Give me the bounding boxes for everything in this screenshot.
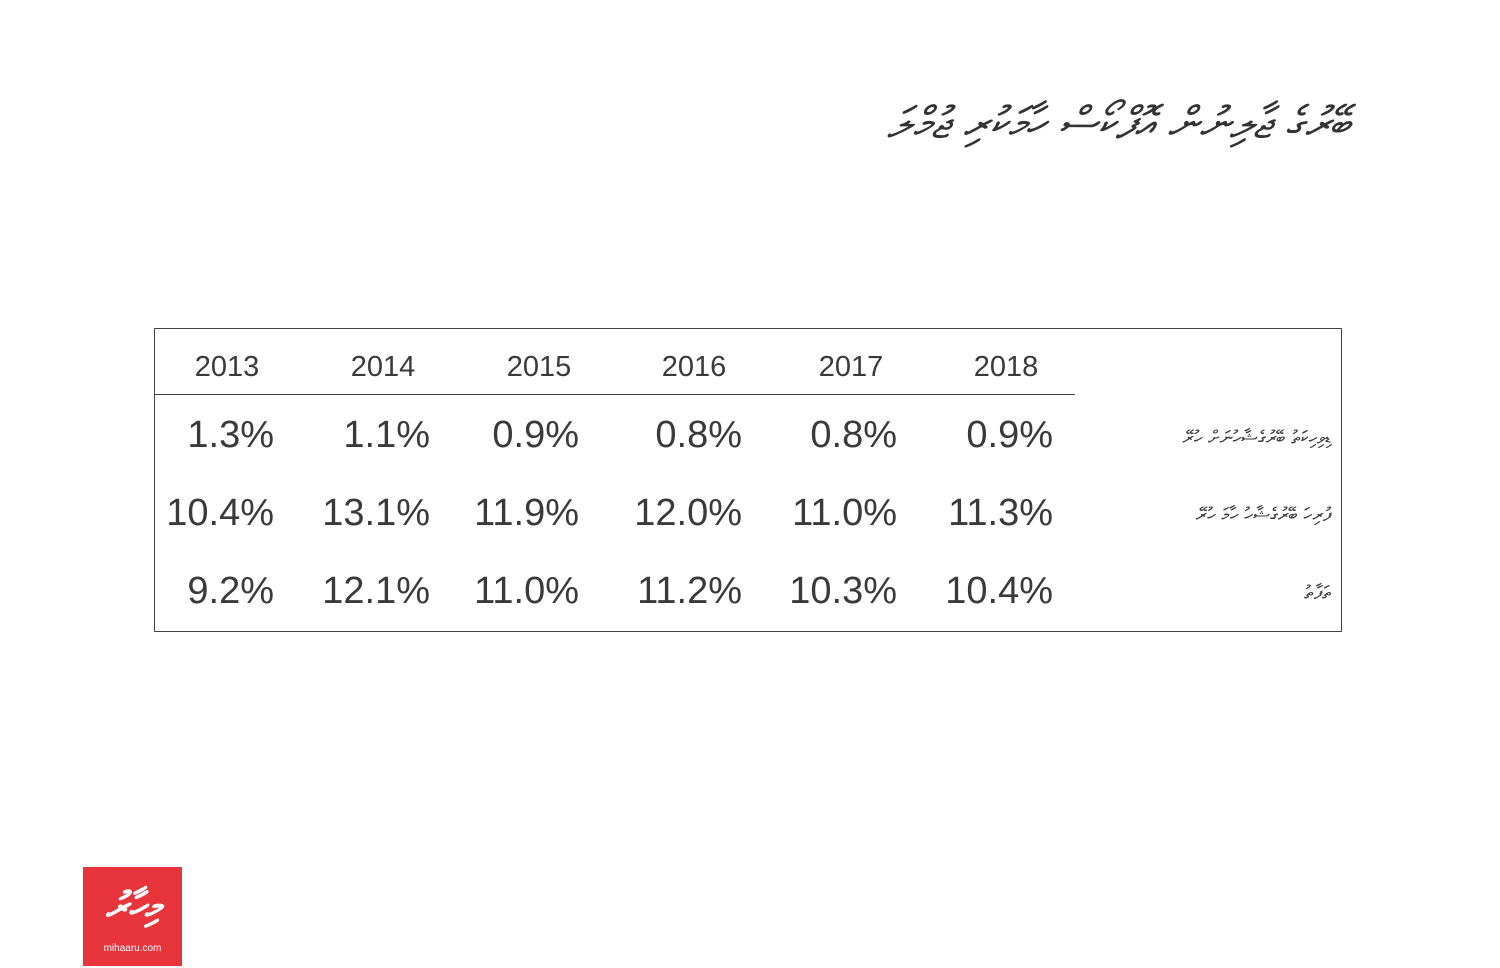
row-label: ތަފާތު	[1304, 582, 1331, 604]
row-label: ފުރިހަ ބޭރުގެޝާހު ހާމަ ހުރޭ	[1195, 504, 1331, 526]
logo-mark: މިހާރު	[105, 884, 160, 928]
table-cell: 11.3%	[948, 492, 1053, 534]
column-header-2018: 2018	[973, 351, 1039, 383]
table-cell: 10.3%	[789, 570, 897, 612]
table-cell: 1.3%	[187, 414, 274, 456]
column-header-2017: 2017	[818, 351, 884, 383]
table-cell: 0.8%	[655, 414, 742, 456]
table-cell: 13.1%	[322, 492, 430, 534]
table-cell: 10.4%	[166, 492, 274, 534]
table-cell: 0.9%	[966, 414, 1053, 456]
column-header-2013: 2013	[194, 351, 260, 383]
table-cell: 9.2%	[187, 570, 274, 612]
table-cell: 11.0%	[792, 492, 897, 534]
table-cell: 10.4%	[945, 570, 1053, 612]
table-cell: 12.0%	[634, 492, 742, 534]
header-divider	[155, 394, 1075, 395]
table-cell: 1.1%	[343, 414, 430, 456]
table-cell: 11.2%	[637, 570, 742, 612]
column-header-2015: 2015	[506, 351, 572, 383]
logo-text: mihaaru.com	[103, 943, 162, 954]
column-header-2014: 2014	[350, 351, 416, 383]
table-cell: 12.1%	[322, 570, 430, 612]
table-cell: 0.8%	[810, 414, 897, 456]
table-cell: 0.9%	[492, 414, 579, 456]
table-cell: 11.0%	[474, 570, 579, 612]
data-table: 2013 2014 2015 2016 2017 2018 1.3% 1.1% …	[154, 328, 1342, 632]
column-header-2016: 2016	[661, 351, 727, 383]
row-label: ޑިވިހިކަތު ބޭރުގެޝާހުނަށް ހުރޭ	[1182, 427, 1331, 449]
chart-title: ބޭރުގެ ޖާލިނުން އޮފްކޯސް ހާމަކުރި ޖުމްލަ	[887, 98, 1350, 149]
mihaaru-logo: މިހާރު mihaaru.com	[83, 867, 182, 966]
table-cell: 11.9%	[474, 492, 579, 534]
